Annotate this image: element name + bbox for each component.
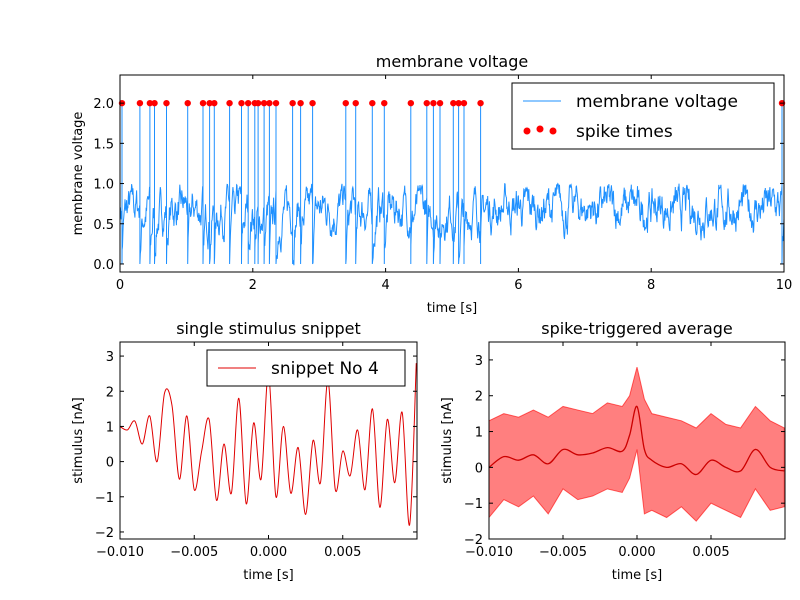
y-tick-label: 1 xyxy=(475,426,483,441)
y-tick-label: 2.0 xyxy=(93,97,114,112)
y-tick-label: 0.5 xyxy=(93,218,114,233)
plot-area xyxy=(489,366,785,522)
legend-label-membrane-voltage: membrane voltage xyxy=(576,92,738,112)
y-tick-label: 0 xyxy=(475,461,483,476)
spike-point xyxy=(272,99,280,107)
spike-point xyxy=(146,99,154,107)
spike-point xyxy=(369,99,376,107)
spike-point xyxy=(226,99,233,107)
spike-point xyxy=(477,99,484,107)
x-tick-label: 0.005 xyxy=(324,545,361,560)
chart-title: membrane voltage xyxy=(376,52,528,71)
chart-title: single stimulus snippet xyxy=(176,319,361,338)
legend-marker-spike-times xyxy=(523,127,531,135)
y-tick-label: 2 xyxy=(475,390,483,405)
spike-point xyxy=(455,99,462,107)
spike-point xyxy=(407,99,415,107)
plot-area xyxy=(120,103,784,266)
spike-point xyxy=(289,99,296,107)
legend-label-spike-times: spike times xyxy=(576,122,673,142)
legend-box xyxy=(511,82,775,150)
chart-title: spike-triggered average xyxy=(541,319,733,338)
series-line-snippet xyxy=(120,363,417,526)
spike-point xyxy=(450,99,457,107)
spike-point xyxy=(199,99,207,107)
spike-point xyxy=(254,99,262,107)
x-tick-label: 0.000 xyxy=(250,545,287,560)
axes-frame xyxy=(119,74,785,273)
spike-point xyxy=(309,99,316,107)
x-tick-label: −0.005 xyxy=(170,545,218,560)
y-tick-label: 3 xyxy=(475,354,483,369)
chart-single-stimulus-snippet: single stimulus snippet time [s] stimulus … xyxy=(71,319,418,583)
spike-point xyxy=(163,99,170,107)
spike-point xyxy=(184,99,191,107)
legend-marker-spike-times xyxy=(549,127,557,135)
spike-point xyxy=(297,99,304,107)
x-tick-label: −0.010 xyxy=(96,545,144,560)
x-tick-label: 0 xyxy=(116,278,124,293)
x-tick-label: 10 xyxy=(776,278,793,293)
series-line-mean xyxy=(489,405,785,476)
y-tick-label: 1.0 xyxy=(93,178,114,193)
x-tick-label: 6 xyxy=(514,278,522,293)
spike-point xyxy=(436,99,444,107)
y-tick-label: 1.5 xyxy=(93,137,114,152)
y-tick-label: 0 xyxy=(106,456,114,471)
spike-point xyxy=(423,99,430,107)
series-line-membrane-voltage xyxy=(120,103,784,266)
y-tick-label: −2 xyxy=(95,526,114,541)
spike-point xyxy=(206,99,213,107)
x-tick-label: 4 xyxy=(381,278,389,293)
legend-marker-spike-times xyxy=(536,125,544,133)
x-tick-label: 2 xyxy=(249,278,257,293)
spike-point xyxy=(136,99,144,107)
y-axis-label: membrane voltage xyxy=(71,112,86,236)
x-axis-label: time [s] xyxy=(427,301,477,316)
legend: membrane voltage spike times xyxy=(511,82,775,150)
x-tick-label: −0.010 xyxy=(465,545,513,560)
spike-point xyxy=(211,99,218,107)
y-tick-label: 2 xyxy=(106,385,114,400)
y-tick-label: −1 xyxy=(95,491,114,506)
spike-point xyxy=(460,99,468,107)
x-tick-label: −0.005 xyxy=(539,545,587,560)
x-tick-label: 0.000 xyxy=(618,545,655,560)
spike-point xyxy=(352,99,359,107)
x-axis-label: time [s] xyxy=(243,568,293,583)
spike-point xyxy=(151,99,158,107)
y-tick-label: 0.0 xyxy=(93,258,114,273)
y-tick-label: −1 xyxy=(464,497,483,512)
y-axis-label: stimulus [nA] xyxy=(440,397,455,483)
spike-point xyxy=(260,99,268,107)
spike-point xyxy=(430,99,437,107)
spike-point xyxy=(342,99,349,107)
y-tick-label: 1 xyxy=(106,420,114,435)
y-axis-label: stimulus [nA] xyxy=(71,397,86,483)
chart-membrane-voltage: membrane voltage time [s] membrane voltage… xyxy=(71,52,792,316)
spike-point xyxy=(238,99,245,107)
spike-point xyxy=(381,99,388,107)
spike-point xyxy=(244,99,252,107)
x-tick-label: 8 xyxy=(647,278,655,293)
legend-label-snippet: snippet No 4 xyxy=(271,359,379,379)
plot-area xyxy=(120,363,417,526)
x-tick-label: 0.005 xyxy=(692,545,729,560)
y-tick-label: 3 xyxy=(106,350,114,365)
y-tick-label: −2 xyxy=(464,533,483,548)
chart-spike-triggered-average: spike-triggered average time [s] stimulus … xyxy=(440,319,786,583)
spike-point xyxy=(266,99,273,107)
legend: snippet No 4 xyxy=(206,349,406,387)
std-band xyxy=(489,366,785,522)
x-axis-label: time [s] xyxy=(612,568,662,583)
